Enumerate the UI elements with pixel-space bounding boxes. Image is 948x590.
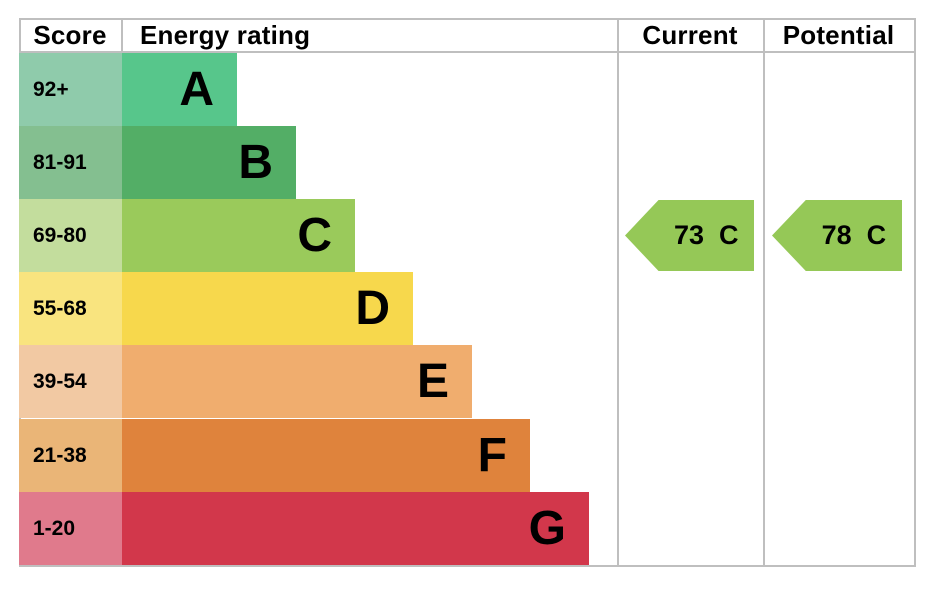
- rating-bar-b: B: [122, 126, 296, 199]
- current-rating-label: 73 C: [659, 200, 754, 271]
- table-right-border: [914, 18, 916, 567]
- score-range-e: 39-54: [19, 345, 122, 418]
- rating-bar-c: C: [122, 199, 355, 272]
- score-range-g: 1-20: [19, 492, 122, 565]
- potential-score-value: 78: [821, 220, 852, 250]
- potential-band-letter: C: [866, 220, 887, 250]
- score-range-a: 92+: [19, 53, 122, 126]
- current-band-letter: C: [719, 220, 739, 250]
- current-score-value: 73: [673, 220, 705, 250]
- potential-rating-label: 78 C: [806, 200, 902, 271]
- rating-bar-e: E: [122, 345, 472, 418]
- rating-bar-g: G: [122, 492, 589, 565]
- rating-bar-a: A: [122, 53, 237, 126]
- score-column-header: Score: [33, 19, 107, 50]
- potential-rating-arrow: 78 C: [772, 200, 902, 271]
- score-range-c: 69-80: [19, 199, 122, 272]
- header-bottom-border: [19, 51, 916, 53]
- current-column-divider: [617, 18, 619, 567]
- score-range-b: 81-91: [19, 126, 122, 199]
- table-bottom-border: [19, 565, 916, 567]
- score-range-d: 55-68: [19, 272, 122, 345]
- table-top-border: [19, 18, 916, 20]
- potential-column-divider: [763, 18, 765, 567]
- rating-bar-f: F: [122, 419, 530, 492]
- score-column-divider: [121, 18, 123, 51]
- current-column-header: Current: [642, 19, 738, 50]
- score-range-f: 21-38: [19, 419, 122, 492]
- current-rating-arrow: 73 C: [625, 200, 754, 271]
- rating-bar-d: D: [122, 272, 413, 345]
- potential-column-header: Potential: [782, 19, 895, 50]
- energy-rating-column-header: Energy rating: [140, 19, 311, 50]
